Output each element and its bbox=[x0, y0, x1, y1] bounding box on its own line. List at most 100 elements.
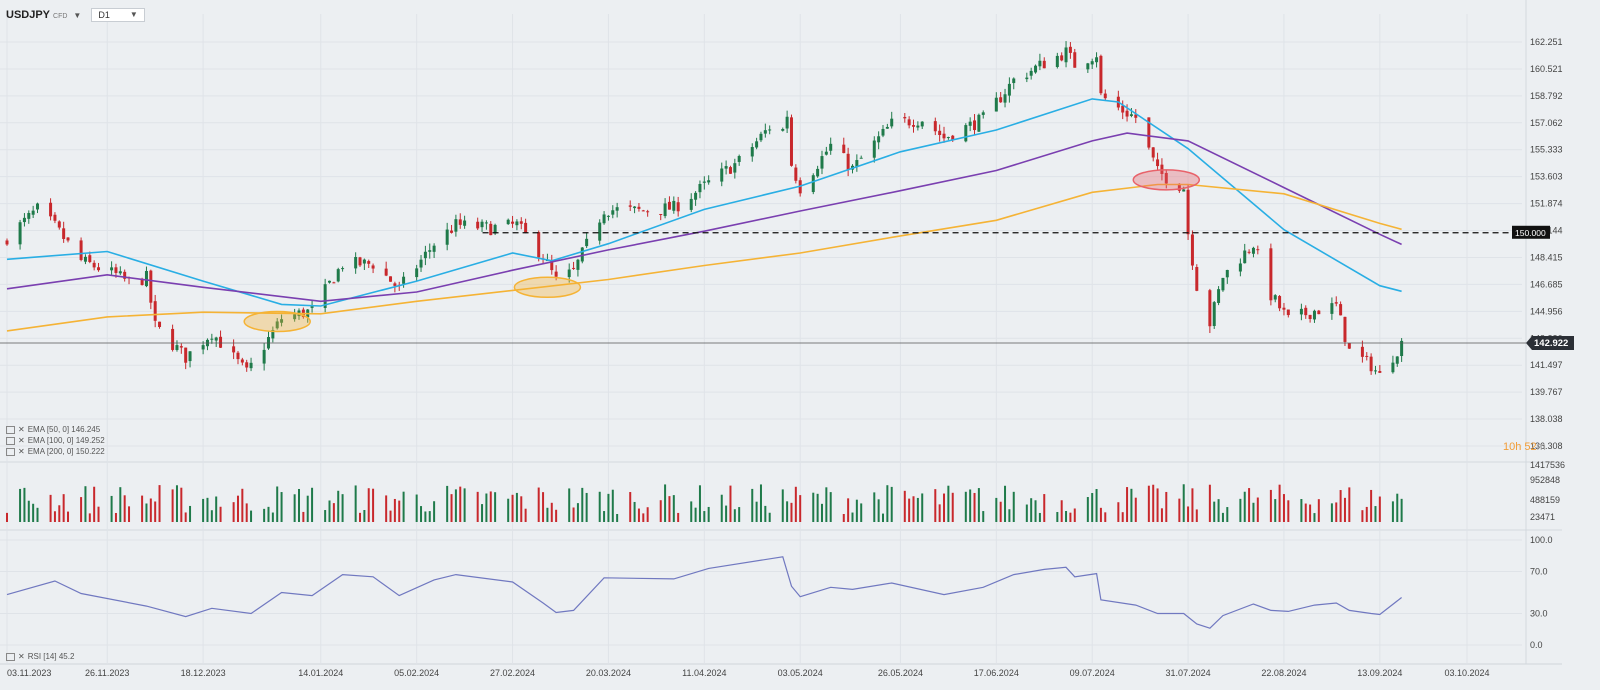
volume-bar bbox=[847, 498, 850, 522]
settings-icon[interactable] bbox=[6, 447, 15, 456]
candle-body bbox=[22, 217, 26, 223]
volume-bar bbox=[341, 494, 344, 522]
price-tick-label: 136.308 bbox=[1530, 441, 1563, 451]
candle-body bbox=[249, 362, 253, 369]
candle-body bbox=[628, 205, 632, 207]
candle-body bbox=[1186, 189, 1190, 235]
candle-body bbox=[66, 237, 70, 241]
volume-bar bbox=[633, 501, 636, 522]
candle-body bbox=[53, 214, 57, 221]
candle-body bbox=[1060, 55, 1064, 61]
volume-bar bbox=[1217, 499, 1220, 522]
candle-body bbox=[794, 167, 798, 181]
volume-bar bbox=[1391, 501, 1394, 522]
volume-bar bbox=[1191, 488, 1194, 522]
candle-body bbox=[707, 180, 711, 183]
price-tick-label: 138.038 bbox=[1530, 414, 1563, 424]
candle-body bbox=[1217, 289, 1221, 303]
close-icon[interactable]: ✕ bbox=[18, 652, 25, 661]
legend-ema200[interactable]: ✕ EMA [200, 0] 150.222 bbox=[6, 447, 105, 456]
volume-bar bbox=[454, 489, 457, 522]
volume-bar bbox=[1208, 484, 1211, 522]
candle-body bbox=[1247, 251, 1251, 253]
volume-bar bbox=[1370, 489, 1373, 522]
timeframe-selector[interactable]: D1 ▼ bbox=[91, 8, 145, 22]
price-tick-label: 158.792 bbox=[1530, 91, 1563, 101]
volume-bar bbox=[1378, 496, 1381, 522]
volume-bar bbox=[1030, 498, 1033, 522]
settings-icon[interactable] bbox=[6, 652, 15, 661]
volume-bar bbox=[1099, 507, 1102, 522]
candle-body bbox=[1129, 114, 1133, 116]
volume-bar bbox=[372, 488, 375, 522]
candle-body bbox=[27, 212, 31, 219]
candle-body bbox=[763, 130, 767, 134]
date-tick-label: 26.05.2024 bbox=[878, 668, 923, 678]
legend-ema100-label: EMA [100, 0] 149.252 bbox=[27, 436, 105, 445]
volume-bar bbox=[337, 490, 340, 522]
candle-body bbox=[1269, 248, 1273, 301]
candle-body bbox=[672, 200, 676, 211]
volume-bar bbox=[951, 492, 954, 522]
volume-bar bbox=[58, 505, 61, 522]
date-tick-label: 14.01.2024 bbox=[298, 668, 343, 678]
legend-ema100[interactable]: ✕ EMA [100, 0] 149.252 bbox=[6, 436, 105, 445]
volume-bar bbox=[842, 513, 845, 522]
volume-bar bbox=[210, 510, 213, 522]
candle-body bbox=[62, 228, 66, 239]
date-tick-label: 05.02.2024 bbox=[394, 668, 439, 678]
volume-bar bbox=[1073, 508, 1076, 522]
volume-bar bbox=[1339, 490, 1342, 522]
candle-body bbox=[1134, 114, 1138, 118]
candle-body bbox=[179, 346, 183, 348]
close-icon[interactable]: ✕ bbox=[18, 425, 25, 434]
candle-body bbox=[1278, 296, 1282, 309]
close-icon[interactable]: ✕ bbox=[18, 436, 25, 445]
volume-bar bbox=[646, 507, 649, 522]
volume-bar bbox=[829, 492, 832, 522]
volume-bar bbox=[1060, 500, 1063, 522]
volume-bar bbox=[311, 487, 314, 522]
candle-body bbox=[1378, 371, 1382, 373]
candle-body bbox=[1225, 269, 1229, 278]
volume-bar bbox=[733, 509, 736, 522]
symbol-selector[interactable]: USDJPY CFD ▼ bbox=[6, 9, 81, 21]
candle-body bbox=[358, 257, 362, 266]
volume-bar bbox=[820, 503, 823, 522]
volume-bar bbox=[158, 485, 161, 522]
current-price-label: 142.922 bbox=[1534, 338, 1568, 349]
volume-bar bbox=[27, 500, 30, 522]
candle-body bbox=[389, 276, 393, 282]
volume-bar bbox=[1313, 513, 1316, 522]
close-icon[interactable]: ✕ bbox=[18, 447, 25, 456]
candle-body bbox=[1369, 356, 1373, 372]
settings-icon[interactable] bbox=[6, 425, 15, 434]
candle-body bbox=[1347, 343, 1351, 349]
price-tick-label: 162.251 bbox=[1530, 37, 1563, 47]
candle-body bbox=[829, 143, 833, 151]
volume-bar bbox=[494, 492, 497, 522]
settings-icon[interactable] bbox=[6, 436, 15, 445]
volume-bar bbox=[119, 487, 122, 522]
candle-body bbox=[354, 257, 358, 269]
price-tick-label: 151.874 bbox=[1530, 199, 1563, 209]
candle-body bbox=[885, 126, 889, 129]
candle-body bbox=[236, 352, 240, 360]
candle-body bbox=[737, 156, 741, 162]
volume-bar bbox=[912, 496, 915, 522]
candle-body bbox=[336, 269, 340, 282]
candle-body bbox=[262, 349, 266, 364]
candle-body bbox=[750, 147, 754, 157]
volume-bar bbox=[19, 488, 22, 522]
legend-rsi[interactable]: ✕ RSI [14] 45.2 bbox=[6, 652, 74, 661]
candle-body bbox=[1038, 60, 1042, 67]
legend-ema50[interactable]: ✕ EMA [50, 0] 146.245 bbox=[6, 425, 100, 434]
candle-body bbox=[1064, 47, 1068, 63]
candle-body bbox=[1221, 277, 1225, 291]
candle-body bbox=[580, 247, 584, 262]
candle-body bbox=[149, 270, 153, 303]
candle-body bbox=[537, 232, 541, 258]
volume-bar bbox=[302, 511, 305, 522]
volume-bar bbox=[1282, 494, 1285, 522]
